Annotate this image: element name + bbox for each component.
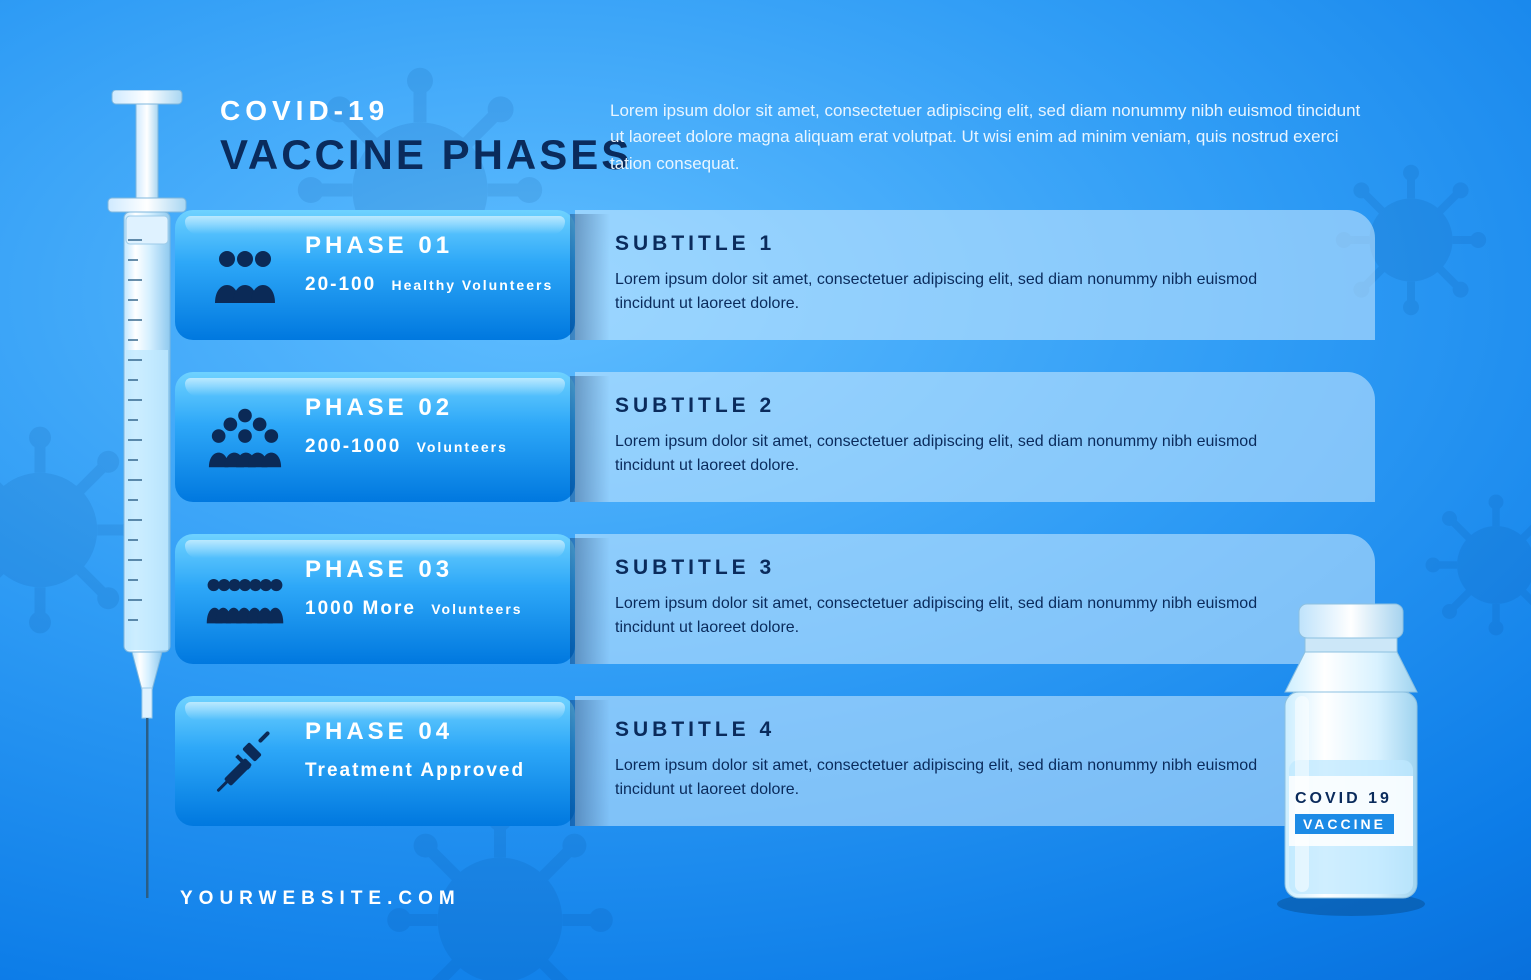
phase-panel: SUBTITLE 2 Lorem ipsum dolor sit amet, c… xyxy=(575,372,1375,502)
people-3-icon xyxy=(205,238,285,312)
vial-label-line2: VACCINE xyxy=(1295,814,1394,834)
phase-note: Volunteers xyxy=(431,601,522,617)
phase-subtitle: SUBTITLE 4 xyxy=(615,718,1345,742)
phase-body: Lorem ipsum dolor sit amet, consectetuer… xyxy=(615,754,1315,802)
phase-subtitle: SUBTITLE 2 xyxy=(615,394,1345,418)
title-pre: COVID-19 xyxy=(220,95,632,127)
footer-website: YOURWEBSITE.COM xyxy=(180,888,461,910)
phase-subline: 1000 More Volunteers xyxy=(305,598,555,620)
vial-label-line1: COVID 19 xyxy=(1295,790,1392,808)
phase-count: Treatment Approved xyxy=(305,760,525,781)
phase-count: 1000 More xyxy=(305,598,416,619)
phase-tab: PHASE 02 200-1000 Volunteers xyxy=(175,372,575,502)
syringe-illustration-icon xyxy=(102,90,192,910)
phase-tab: PHASE 04 Treatment Approved xyxy=(175,696,575,826)
phase-note: Healthy Volunteers xyxy=(391,277,553,293)
phase-subline: Treatment Approved xyxy=(305,760,555,782)
people-6-icon xyxy=(205,400,285,474)
phase-tab: PHASE 03 1000 More Volunteers xyxy=(175,534,575,664)
phase-subline: 20-100 Healthy Volunteers xyxy=(305,274,555,296)
infographic-canvas: COVID-19 VACCINE PHASES Lorem ipsum dolo… xyxy=(0,0,1531,980)
syringe-icon xyxy=(205,724,285,798)
phase-panel: SUBTITLE 1 Lorem ipsum dolor sit amet, c… xyxy=(575,210,1375,340)
phase-subline: 200-1000 Volunteers xyxy=(305,436,555,458)
vial-illustration-icon: COVID 19 VACCINE xyxy=(1251,600,1451,920)
title-main: VACCINE PHASES xyxy=(220,131,632,179)
phase-tab: PHASE 01 20-100 Healthy Volunteers xyxy=(175,210,575,340)
phase-label: PHASE 03 xyxy=(305,556,555,584)
phase-count: 20-100 xyxy=(305,274,376,295)
phase-subtitle: SUBTITLE 1 xyxy=(615,232,1345,256)
phase-label: PHASE 04 xyxy=(305,718,555,746)
phase-body: Lorem ipsum dolor sit amet, consectetuer… xyxy=(615,430,1315,478)
phase-subtitle: SUBTITLE 3 xyxy=(615,556,1345,580)
phase-count: 200-1000 xyxy=(305,436,401,457)
header-intro: Lorem ipsum dolor sit amet, consectetuer… xyxy=(610,98,1370,177)
phase-body: Lorem ipsum dolor sit amet, consectetuer… xyxy=(615,268,1315,316)
phase-note: Volunteers xyxy=(417,439,508,455)
phase-label: PHASE 02 xyxy=(305,394,555,422)
phase-body: Lorem ipsum dolor sit amet, consectetuer… xyxy=(615,592,1315,640)
header-title-block: COVID-19 VACCINE PHASES xyxy=(220,95,632,179)
people-8-icon xyxy=(205,562,285,636)
phase-label: PHASE 01 xyxy=(305,232,555,260)
